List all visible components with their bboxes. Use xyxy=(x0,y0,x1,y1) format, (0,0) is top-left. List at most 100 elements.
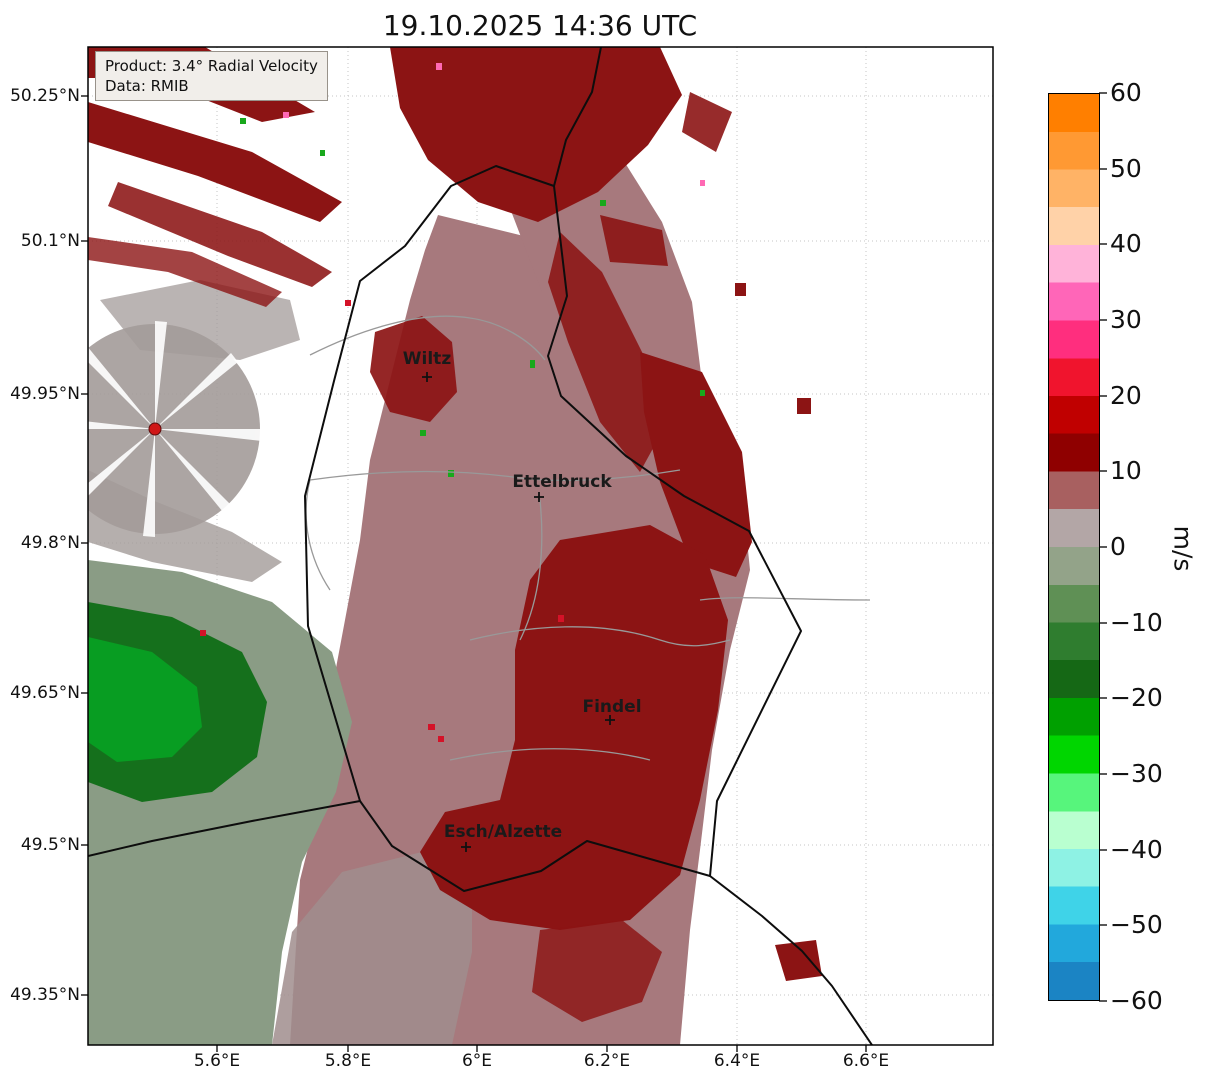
city-marker-wiltz xyxy=(422,372,432,382)
city-labels: Wiltz Ettelbruck Findel Esch/Alzette xyxy=(403,349,642,842)
echo-blob xyxy=(548,232,662,472)
colorbar-gradient xyxy=(1048,93,1100,1001)
colorbar-tick-label: 40 xyxy=(1110,229,1142,258)
city-label-esch: Esch/Alzette xyxy=(444,822,562,842)
y-tick-label: 49.8°N xyxy=(20,533,80,553)
x-tick-label: 6.6°E xyxy=(842,1051,890,1071)
radar-disc-gaps xyxy=(88,321,263,537)
colorbar-tick-label: −50 xyxy=(1110,910,1163,939)
echo-blob xyxy=(290,215,750,1045)
echo-blob xyxy=(640,352,752,577)
city-label-ettelbruck: Ettelbruck xyxy=(512,472,612,492)
speckle xyxy=(200,630,206,636)
echo-blob xyxy=(88,102,342,222)
echo-region-dark-red xyxy=(88,47,822,1022)
echo-blob xyxy=(500,112,702,472)
city-label-wiltz: Wiltz xyxy=(403,349,452,369)
echo-blob xyxy=(682,92,732,152)
speckle xyxy=(428,724,435,730)
radar-site-dot xyxy=(148,422,162,436)
border-southeast xyxy=(709,875,873,1045)
echo-blob xyxy=(600,215,668,266)
echo-blob xyxy=(420,525,728,930)
luxembourg-border xyxy=(304,165,802,892)
city-markers xyxy=(422,372,615,852)
colorbar-tick-label: −20 xyxy=(1110,683,1163,712)
colorbar-tick-marks xyxy=(1099,92,1107,1002)
speckle xyxy=(345,300,351,306)
speckle xyxy=(438,736,444,742)
x-tick-label: 5.8°E xyxy=(324,1051,372,1071)
echo-blob xyxy=(88,637,202,762)
y-tick-label: 49.95°N xyxy=(10,384,80,404)
city-marker-ettelbruck xyxy=(534,492,544,502)
border-southwest xyxy=(88,800,361,857)
echo-region-gray xyxy=(88,280,300,582)
x-tick-label: 6.2°E xyxy=(583,1051,631,1071)
echo-blob xyxy=(370,316,457,422)
speckles-pink xyxy=(283,63,705,186)
axis-tick-marks xyxy=(81,95,867,1052)
colorbar-tick-label: −40 xyxy=(1110,835,1163,864)
speckles-red xyxy=(200,300,564,742)
colorbar-unit-label: m/s xyxy=(1168,525,1198,572)
city-marker-findel xyxy=(605,715,615,725)
echo-blob xyxy=(390,47,682,222)
grid-lines xyxy=(88,47,993,1045)
echo-blob xyxy=(108,182,332,287)
y-tick-label: 50.25°N xyxy=(10,86,80,106)
echo-blob xyxy=(88,602,267,802)
speckle xyxy=(700,180,705,186)
x-tick-label: 6°E xyxy=(461,1051,493,1071)
echo-region-bright-green xyxy=(88,637,202,762)
info-box: Product: 3.4° Radial Velocity Data: RMIB xyxy=(95,51,328,101)
speckle xyxy=(283,112,289,118)
colorbar-tick-label: 30 xyxy=(1110,305,1142,334)
echo-blob xyxy=(88,560,352,1045)
city-marker-esch xyxy=(461,842,471,852)
city-label-findel: Findel xyxy=(582,697,641,717)
speckle xyxy=(240,118,246,124)
colorbar-tick-label: −30 xyxy=(1110,759,1163,788)
radar-clutter-disc xyxy=(88,321,263,537)
echo-region-gray-green xyxy=(88,560,352,1045)
speckle xyxy=(700,390,705,396)
x-tick-label: 5.6°E xyxy=(193,1051,241,1071)
echo-pixel xyxy=(735,283,746,296)
echo-pixel xyxy=(797,398,811,414)
colorbar-tick-label: 10 xyxy=(1110,456,1142,485)
speckle xyxy=(600,200,606,206)
radar-disc xyxy=(88,324,260,534)
figure-title: 19.10.2025 14:36 UTC xyxy=(382,9,698,42)
y-tick-label: 49.5°N xyxy=(20,835,80,855)
echo-blob xyxy=(272,852,472,1045)
speckle xyxy=(448,470,454,477)
speckle xyxy=(420,430,426,436)
speckle xyxy=(436,63,442,70)
district-borders xyxy=(305,315,871,761)
colorbar-tick-label: 20 xyxy=(1110,381,1142,410)
y-tick-label: 49.35°N xyxy=(10,985,80,1005)
echo-blob xyxy=(88,470,282,582)
country-borders xyxy=(88,47,873,1045)
echo-region-dark-green xyxy=(88,602,267,802)
echo-blob xyxy=(88,237,282,307)
colorbar-tick-label: −60 xyxy=(1110,986,1163,1015)
y-tick-label: 50.1°N xyxy=(20,231,80,251)
echo-region-mauve xyxy=(290,112,750,1045)
echo-blob xyxy=(100,280,300,360)
echo-blob xyxy=(775,940,822,981)
speckle xyxy=(320,150,325,156)
colorbar-tick-label: 50 xyxy=(1110,154,1142,183)
colorbar-tick-label: 0 xyxy=(1110,532,1126,561)
echo-region-gray-mauve xyxy=(272,852,472,1045)
speckles-green xyxy=(240,118,705,477)
colorbar-tick-label: 60 xyxy=(1110,78,1142,107)
info-box-source: Data: RMIB xyxy=(105,77,189,95)
speckle xyxy=(530,360,535,368)
info-box-product: Product: 3.4° Radial Velocity xyxy=(105,57,318,75)
speckle xyxy=(558,615,564,622)
x-tick-label: 6.4°E xyxy=(713,1051,761,1071)
